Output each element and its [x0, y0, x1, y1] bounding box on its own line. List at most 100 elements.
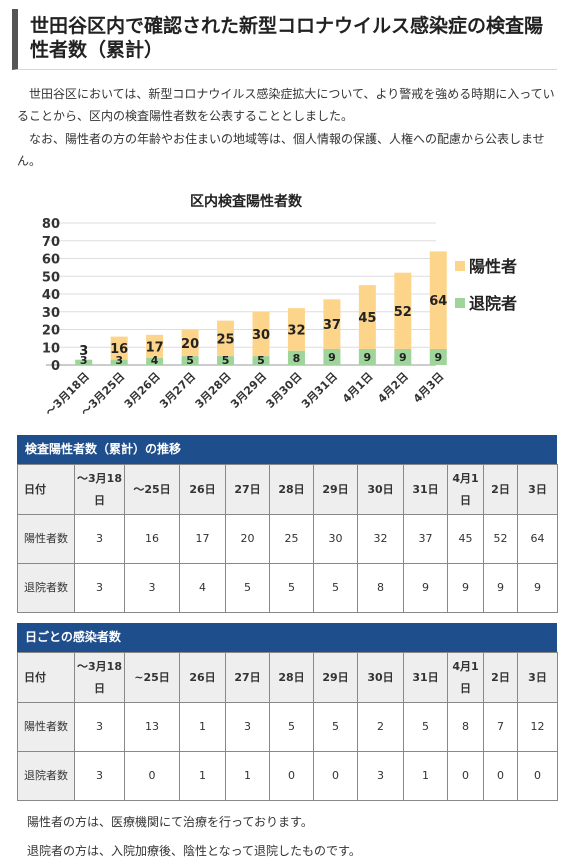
bar-positive: [358, 285, 376, 350]
bar-positive: [323, 299, 341, 350]
column-header-date: 日付: [17, 464, 75, 515]
table-cell: 12: [517, 702, 558, 752]
table-cell: 16: [124, 514, 180, 564]
bar-discharged: [358, 349, 376, 365]
table-cell: 3: [357, 751, 404, 801]
table-cell: 3: [74, 751, 125, 801]
table-cell: 0: [269, 751, 314, 801]
note-positive: 陽性者の方は、医療機関にて治療を行っております。: [27, 815, 313, 829]
table-cell: 5: [269, 702, 314, 752]
data-label-discharged: 8: [293, 352, 301, 365]
y-tick-label: 0: [51, 359, 60, 374]
table-cell: 9: [483, 563, 518, 613]
bar-discharged: [287, 350, 305, 365]
data-label-discharged: 5: [186, 354, 194, 367]
y-tick-label: 60: [42, 253, 60, 268]
column-header: 30日: [357, 464, 404, 515]
table-cell: 5: [269, 563, 314, 613]
x-tick-label: 4月1日: [340, 370, 376, 406]
row-header: 退院者数: [17, 563, 75, 613]
table-cell: 30: [313, 514, 358, 564]
data-label-positive: 20: [181, 337, 199, 352]
column-header-date: 日付: [17, 652, 75, 703]
data-label-discharged: 3: [115, 354, 123, 367]
table-cell: 13: [124, 702, 180, 752]
table-row: 陽性者数 3 13 1 3 5 5 2 5 8 7 12: [17, 702, 558, 752]
column-header: 27日: [225, 652, 270, 703]
bar-discharged: [252, 356, 270, 365]
table-cell: 0: [517, 751, 558, 801]
table-cell: 3: [225, 702, 270, 752]
y-tick-label: 20: [42, 324, 60, 339]
table-cell: 52: [483, 514, 518, 564]
bar-discharged: [429, 349, 447, 365]
bar-discharged: [323, 349, 341, 365]
table-cell: 0: [313, 751, 358, 801]
row-header: 退院者数: [17, 751, 75, 801]
x-tick-label: 4月2日: [375, 370, 411, 406]
x-tick-label: 3月27日: [157, 370, 198, 411]
table-cell: 32: [357, 514, 404, 564]
table-cell: 8: [357, 563, 404, 613]
table-cell: 0: [483, 751, 518, 801]
data-label-positive: 64: [429, 294, 447, 309]
column-header: 26日: [179, 652, 226, 703]
data-label-discharged: 9: [364, 351, 372, 364]
data-label-positive: 32: [287, 324, 305, 339]
legend-label-discharged: 退院者: [469, 294, 517, 313]
column-header: ～3月18日: [74, 652, 125, 703]
table-cell: 1: [179, 751, 226, 801]
column-header: 31日: [403, 652, 448, 703]
table-cell: 3: [74, 514, 125, 564]
column-header: 2日: [483, 652, 518, 703]
table-cell: 25: [269, 514, 314, 564]
x-tick-label: 3月26日: [122, 370, 163, 411]
page-title: 世田谷区内で確認された新型コロナウイルス感染症の検査陽性者数（累計）: [12, 9, 557, 70]
legend-swatch-discharged: [455, 298, 465, 308]
privacy-paragraph: なお、陽性者の方の年齢やお住まいの地域等は、個人情報の保護、人権への配慮から公表…: [17, 132, 545, 168]
table-cell: 7: [483, 702, 518, 752]
bar-positive: [146, 334, 164, 358]
bar-discharged: [110, 359, 128, 365]
chart-legend: 陽性者 退院者: [455, 257, 517, 313]
x-tick-label: 3月29日: [228, 370, 269, 411]
bar-positive: [287, 308, 305, 351]
column-header: 3日: [517, 652, 558, 703]
column-header: 4月1日: [447, 652, 484, 703]
data-label-positive: 17: [146, 340, 164, 355]
y-tick-label: 40: [42, 288, 60, 303]
bar-discharged: [181, 356, 199, 365]
table-cell: 9: [447, 563, 484, 613]
column-header: 27日: [225, 464, 270, 515]
x-tick-label: 3月28日: [193, 370, 234, 411]
table-cell: 37: [403, 514, 448, 564]
column-header: 28日: [269, 652, 314, 703]
table-row: 陽性者数 3 16 17 20 25 30 32 37 45 52 64: [17, 514, 558, 564]
bar-positive: [217, 320, 235, 357]
column-header: ～3月18日: [74, 464, 125, 515]
row-header: 陽性者数: [17, 514, 75, 564]
y-tick-label: 50: [42, 270, 60, 285]
data-label-positive: 30: [252, 328, 270, 343]
data-label-positive: 45: [358, 311, 376, 326]
column-header: ～25日: [124, 464, 180, 515]
legend-label-positive: 陽性者: [469, 257, 517, 276]
table-cell: 0: [124, 751, 180, 801]
data-label-positive: 16: [110, 342, 128, 357]
column-header: 29日: [313, 652, 358, 703]
bar-discharged: [146, 357, 164, 365]
table-cell: 5: [313, 702, 358, 752]
table-row: 退院者数 3 0 1 1 0 0 3 1 0 0 0: [17, 751, 558, 801]
table-cell: 3: [124, 563, 180, 613]
data-label-discharged: 9: [399, 351, 407, 364]
data-label-discharged: 5: [257, 354, 265, 367]
table-cell: 17: [179, 514, 226, 564]
bar-positive: [252, 311, 270, 357]
bar-positive: [181, 329, 199, 357]
data-label-positive: 37: [323, 318, 341, 333]
table-row: 退院者数 3 3 4 5 5 5 8 9 9 9 9: [17, 563, 558, 613]
column-header: 29日: [313, 464, 358, 515]
bar-positive: [394, 272, 412, 350]
table-cell: 5: [403, 702, 448, 752]
